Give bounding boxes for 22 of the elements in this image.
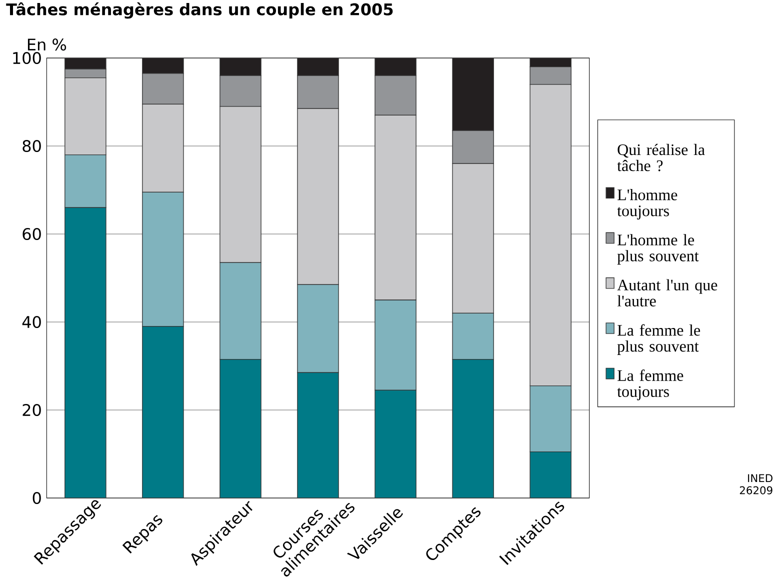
bar (142, 326, 184, 498)
y-tick-label: 60 (22, 228, 41, 240)
legend-label: La femme toujours (617, 370, 684, 400)
legend-label: Autant l'un que l'autre (617, 279, 718, 306)
text: INED (748, 474, 772, 482)
bar (220, 359, 262, 498)
bar (64, 207, 106, 498)
text: 26209 (740, 486, 772, 494)
y-tick-label: 80 (22, 140, 41, 152)
y-tick-label: 100 (13, 52, 41, 64)
legend-label: La femme le plus souvent (617, 324, 700, 355)
bar (297, 372, 339, 498)
y-tick-label: 20 (22, 404, 41, 416)
legend-label: L'homme le plus souvent (617, 234, 699, 265)
y-axis-title: En % (28, 38, 66, 51)
chart-title: Tâches ménagères dans un couple en 2005 (6, 2, 393, 19)
y-tick-label: 40 (22, 316, 41, 328)
bar (374, 390, 416, 498)
legend-title: Qui réalise la tâche ? (617, 144, 705, 172)
legend-label: L'homme toujours (617, 188, 678, 220)
bar (452, 359, 494, 498)
bar (530, 451, 572, 498)
